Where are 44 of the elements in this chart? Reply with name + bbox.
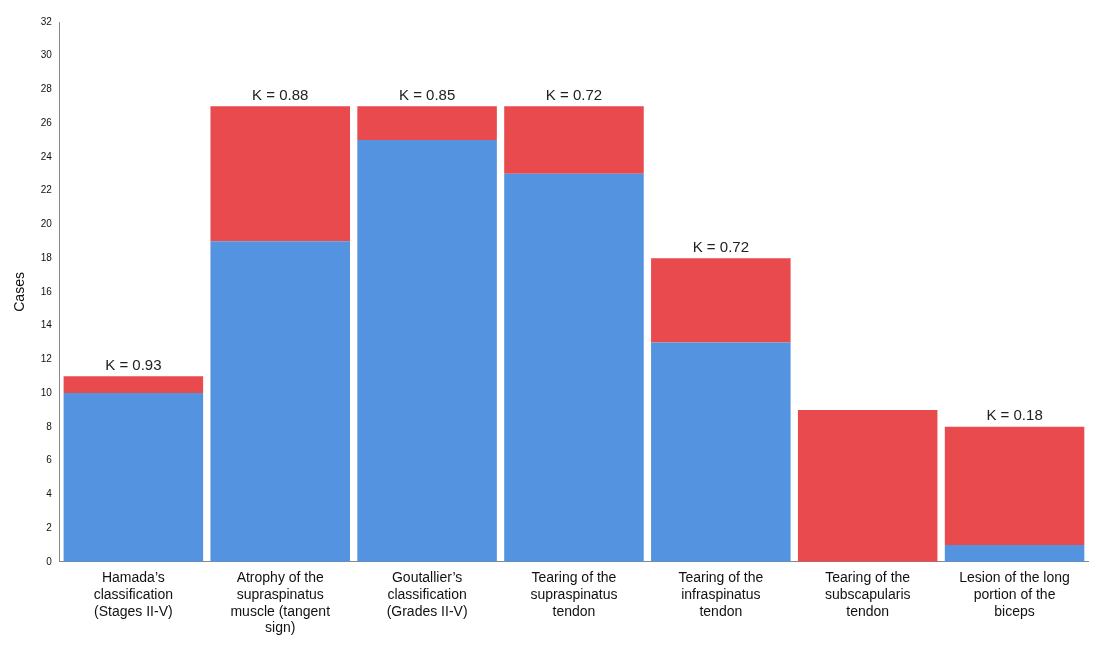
bar	[651, 342, 791, 562]
x-tick-label: Hamada’s classification (Stages II-V)	[93, 569, 174, 619]
y-tick-label: 32	[40, 15, 53, 27]
annotation: K = 0.72	[545, 85, 603, 103]
x-tick-label: Atrophy of the supraspinatus muscle (tangent sign)	[230, 569, 331, 636]
annotation: K = 0.18	[986, 406, 1043, 424]
bar	[944, 544, 1085, 562]
bar	[210, 106, 350, 242]
y-tick-label: 2	[46, 521, 53, 533]
annotation: K = 0.85	[398, 85, 456, 103]
bar	[797, 409, 938, 562]
x-tick-label: Tearing of the infraspinatus tendon	[678, 569, 764, 619]
y-tick-label: 16	[40, 285, 53, 297]
bar	[944, 426, 1085, 545]
bar	[63, 393, 204, 562]
y-tick-label: 24	[40, 150, 53, 162]
y-tick-label: 12	[40, 353, 53, 365]
x-tick-label: Lesion of the long portion of the biceps	[959, 569, 1070, 619]
y-tick-label: 18	[40, 251, 53, 263]
y-tick-label: 0	[46, 555, 53, 567]
bar	[357, 140, 497, 562]
bar	[63, 376, 204, 394]
y-tick-label: 6	[46, 454, 53, 466]
bar	[651, 258, 791, 343]
y-tick-label: 10	[40, 386, 53, 398]
annotation: K = 0.72	[692, 237, 749, 255]
x-tick-label: Goutallier’s classification (Grades II-V)	[386, 569, 468, 619]
y-tick-label: 28	[40, 83, 53, 95]
y-tick-label: 14	[40, 319, 53, 331]
bar	[504, 106, 644, 174]
annotation: K = 0.88	[252, 85, 309, 103]
y-tick-label: 30	[40, 49, 53, 61]
annotation: K = 0.93	[105, 355, 162, 373]
y-tick-label: 8	[46, 420, 53, 432]
bar	[504, 173, 644, 562]
y-tick-label: 20	[40, 218, 53, 230]
y-tick-label: 4	[46, 488, 53, 500]
bar	[357, 106, 497, 141]
bar	[210, 241, 350, 562]
y-axis-title: Cases	[11, 272, 28, 312]
x-tick-label: Tearing of the supraspinatus tendon	[530, 569, 618, 619]
y-tick-label: 26	[40, 116, 53, 128]
x-tick-label: Tearing of the subscapularis tendon	[824, 569, 911, 619]
y-tick-label: 22	[40, 184, 53, 196]
